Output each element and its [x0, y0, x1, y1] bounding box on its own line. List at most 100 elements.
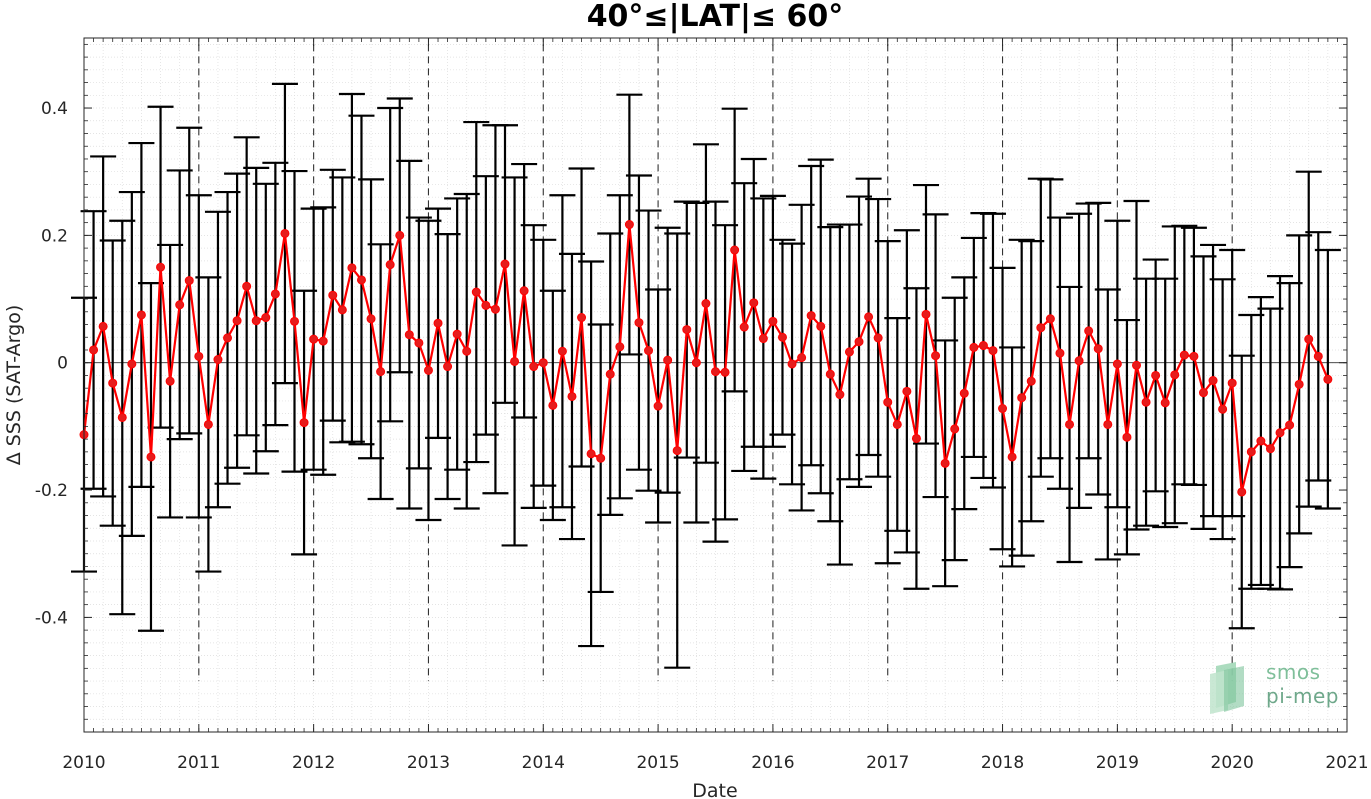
data-point — [1170, 370, 1180, 380]
data-point — [998, 404, 1008, 414]
y-tick-labels: 0.4 0.2 0 -0.2 -0.4 — [35, 99, 68, 628]
data-point — [777, 332, 787, 342]
data-point — [1055, 348, 1065, 358]
data-point — [816, 321, 826, 331]
data-point — [423, 365, 433, 375]
data-point — [1122, 432, 1132, 442]
data-point — [500, 259, 510, 269]
data-point — [1103, 419, 1113, 429]
data-point — [1189, 351, 1199, 361]
series-group — [79, 220, 1333, 497]
data-point — [127, 359, 137, 369]
data-point — [634, 318, 644, 328]
data-point — [835, 390, 845, 400]
x-tick-label: 2019 — [1096, 753, 1139, 773]
data-point — [404, 330, 414, 340]
data-point — [481, 300, 491, 310]
data-point — [452, 329, 462, 339]
data-point — [902, 386, 912, 396]
data-point — [490, 304, 500, 314]
data-point — [443, 362, 453, 372]
data-point — [969, 342, 979, 352]
data-point — [854, 337, 864, 347]
data-point — [701, 299, 711, 309]
data-point — [356, 275, 366, 285]
logo-text-smos: smos — [1266, 660, 1321, 684]
data-point — [1285, 420, 1295, 430]
data-point — [270, 289, 280, 299]
data-point — [280, 228, 290, 238]
data-point — [844, 347, 854, 357]
data-point — [213, 355, 223, 365]
data-point — [825, 369, 835, 379]
data-point — [959, 388, 969, 398]
data-point — [806, 311, 816, 321]
data-point — [940, 458, 950, 468]
data-point — [921, 309, 931, 319]
data-point — [376, 367, 386, 377]
data-point — [711, 367, 720, 377]
data-point — [1007, 452, 1017, 462]
data-point — [624, 220, 634, 230]
x-tick-label: 2021 — [1325, 753, 1368, 773]
data-point — [366, 314, 376, 324]
data-point — [1246, 447, 1256, 457]
data-point — [328, 290, 338, 300]
data-point — [1065, 419, 1075, 429]
data-point — [1132, 360, 1141, 370]
data-point — [883, 397, 893, 407]
chart-title: 40°≤|LAT|≤ 60° — [587, 0, 844, 34]
data-point — [251, 316, 261, 326]
data-point — [720, 367, 730, 377]
data-point — [567, 391, 577, 401]
data-point — [557, 346, 567, 356]
data-point — [347, 263, 357, 273]
data-point — [1074, 356, 1084, 366]
data-point — [730, 245, 740, 255]
data-point — [1179, 350, 1189, 360]
data-point — [892, 419, 902, 429]
data-point — [1141, 397, 1151, 407]
data-point — [1151, 370, 1161, 380]
data-point — [615, 342, 625, 352]
data-point — [548, 400, 558, 410]
data-point — [337, 305, 347, 315]
data-point — [471, 287, 481, 297]
data-point — [510, 356, 520, 366]
data-point — [663, 355, 673, 365]
data-point — [1275, 428, 1285, 438]
data-point — [136, 310, 146, 320]
x-tick-label: 2011 — [177, 753, 220, 773]
data-point — [117, 412, 127, 422]
data-point — [1112, 359, 1122, 369]
data-point — [1198, 388, 1208, 398]
data-point — [538, 358, 548, 368]
data-point — [108, 378, 118, 388]
data-point — [299, 418, 309, 428]
x-tick-label: 2010 — [62, 753, 105, 773]
y-tick-label: 0.4 — [41, 99, 68, 119]
data-point — [165, 376, 175, 386]
y-tick-label: -0.4 — [35, 608, 68, 628]
data-point — [1208, 376, 1218, 386]
data-point — [309, 334, 319, 344]
data-point — [1237, 487, 1247, 497]
data-point — [1036, 323, 1046, 333]
data-point — [672, 446, 682, 456]
y-axis-label: Δ SSS (SAT-Argo) — [3, 305, 25, 465]
data-point — [586, 449, 596, 459]
data-point — [1227, 378, 1237, 388]
data-point — [395, 230, 405, 240]
data-point — [1160, 398, 1170, 408]
data-point — [385, 260, 395, 270]
data-point — [98, 321, 108, 331]
data-point — [242, 281, 252, 291]
x-tick-label: 2014 — [522, 753, 565, 773]
data-point — [758, 334, 768, 344]
data-point — [433, 318, 443, 328]
data-point — [1026, 376, 1036, 386]
data-point — [1256, 436, 1266, 446]
data-point — [931, 351, 941, 361]
x-tick-label: 2016 — [751, 753, 794, 773]
data-point — [1294, 379, 1304, 389]
